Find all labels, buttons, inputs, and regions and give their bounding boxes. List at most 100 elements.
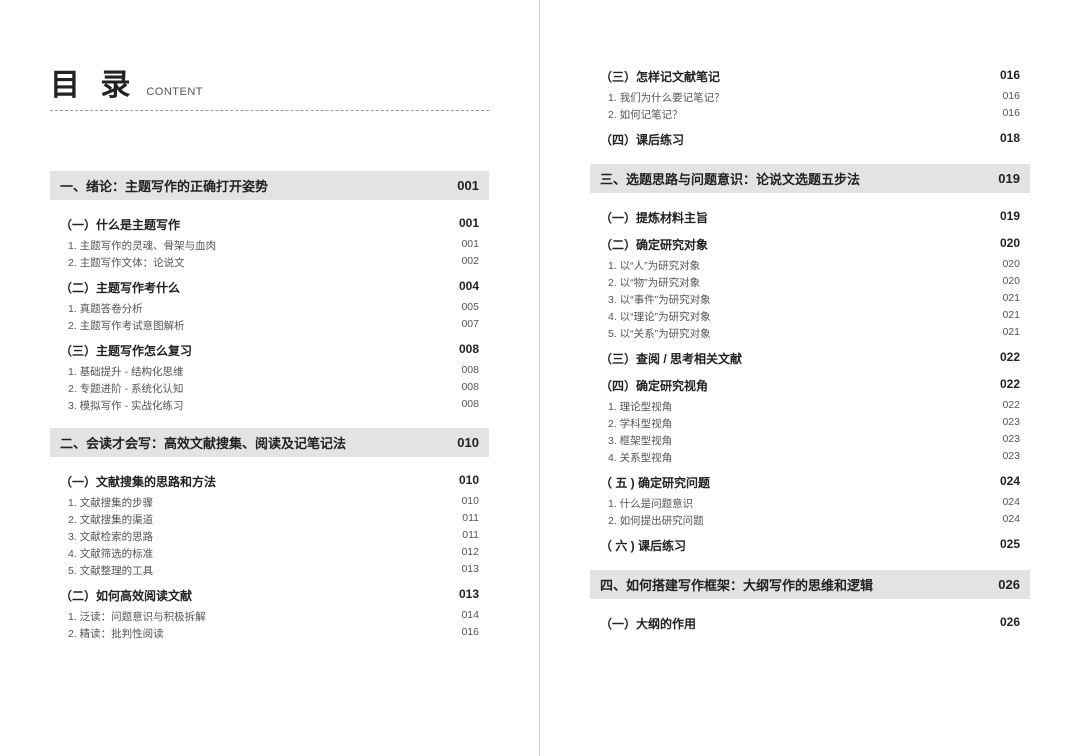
toc-chapter-title: 四、如何搭建写作框架：大纲写作的思维和逻辑	[600, 575, 873, 594]
toc-item-title: 2. 精读：批判性阅读	[68, 626, 164, 641]
toc-item-page: 021	[1002, 309, 1020, 324]
toc-item: 3. 模拟写作 - 实战化练习008	[50, 397, 489, 414]
toc-item-title: 5. 以“关系”为研究对象	[608, 326, 711, 341]
toc-item: 4. 关系型视角 023	[590, 449, 1030, 466]
toc-left-page: 目 录 CONTENT 一、绪论：主题写作的正确打开姿势 001 （一）什么是主题写…	[0, 0, 540, 756]
toc-section-page: 008	[459, 342, 479, 359]
toc-item-title: 1. 我们为什么要记笔记？	[608, 90, 725, 105]
toc-item: 2. 专题进阶 - 系统化认知 008	[50, 380, 489, 397]
toc-right-list: （三）怎样记文献笔记0161. 我们为什么要记笔记？0162. 如何记笔记？01…	[590, 66, 1030, 634]
toc-item-page: 007	[461, 318, 479, 333]
toc-item: 1. 文献搜集的步骤 010	[50, 494, 489, 511]
toc-section: （四）课后练习018	[590, 129, 1030, 150]
toc-chapter-page: 026	[998, 577, 1020, 592]
toc-item: 1. 我们为什么要记笔记？016	[590, 89, 1030, 106]
toc-header: 目 录 CONTENT	[50, 60, 489, 111]
toc-section: （一）大纲的作用026	[590, 613, 1030, 634]
toc-item-page: 021	[1002, 292, 1020, 307]
toc-section: （ 五 ) 确定研究问题024	[590, 472, 1030, 493]
toc-chapter-page: 001	[457, 178, 479, 193]
toc-item-title: 4. 以“理论”为研究对象	[608, 309, 711, 324]
toc-item-title: 2. 以“物”为研究对象	[608, 275, 700, 290]
toc-section-title: （二）如何高效阅读文献	[60, 587, 192, 604]
toc-item-page: 021	[1002, 326, 1020, 341]
toc-chapter: 二、会读才会写：高效文献搜集、阅读及记笔记法010	[50, 428, 489, 457]
toc-item-page: 020	[1002, 275, 1020, 290]
toc-item: 1. 理论型视角022	[590, 398, 1030, 415]
toc-item-page: 023	[1002, 416, 1020, 431]
toc-section: （三）怎样记文献笔记016	[590, 66, 1030, 87]
toc-item-title: 2. 如何记笔记？	[608, 107, 683, 122]
toc-item-title: 2. 如何提出研究问题	[608, 513, 704, 528]
toc-item: 4. 以“理论”为研究对象 021	[590, 308, 1030, 325]
toc-chapter-title: 二、会读才会写：高效文献搜集、阅读及记笔记法	[60, 433, 346, 452]
toc-item-page: 011	[462, 512, 479, 527]
toc-item-page: 024	[1002, 496, 1020, 511]
toc-section-page: 020	[1000, 236, 1020, 253]
toc-section-title: （三）主题写作怎么复习	[60, 342, 192, 359]
toc-section-title: （二）确定研究对象	[600, 236, 708, 253]
toc-item-page: 010	[461, 495, 479, 510]
toc-section-title: （四）课后练习	[600, 131, 684, 148]
toc-item-title: 2. 学科型视角	[608, 416, 672, 431]
toc-title-cn: 目 录	[50, 60, 136, 104]
toc-section-title: （四）确定研究视角	[600, 377, 708, 394]
toc-item: 1. 泛读：问题意识与积极拆解 014	[50, 608, 489, 625]
toc-item-page: 011	[462, 529, 479, 544]
toc-section-title: （一）提炼材料主旨	[600, 209, 708, 226]
toc-section-title: （一）大纲的作用	[600, 615, 696, 632]
toc-item-page: 023	[1002, 450, 1020, 465]
toc-item: 3. 框架型视角023	[590, 432, 1030, 449]
toc-item-title: 1. 什么是问题意识	[608, 496, 693, 511]
toc-section-page: 025	[1000, 537, 1020, 554]
toc-item: 5. 文献整理的工具013	[50, 562, 489, 579]
toc-item-title: 1. 真题答卷分析	[68, 301, 143, 316]
toc-section-page: 022	[1000, 350, 1020, 367]
toc-item-title: 3. 框架型视角	[608, 433, 672, 448]
toc-item: 1. 真题答卷分析005	[50, 300, 489, 317]
toc-section-page: 024	[1000, 474, 1020, 491]
toc-section-title: （ 六 ) 课后练习	[600, 537, 686, 554]
toc-section-title: （一）什么是主题写作	[60, 216, 180, 233]
toc-section-page: 013	[459, 587, 479, 604]
toc-chapter: 三、选题思路与问题意识：论说文选题五步法019	[590, 164, 1030, 193]
toc-item: 5. 以“关系”为研究对象 021	[590, 325, 1030, 342]
toc-section-page: 022	[1000, 377, 1020, 394]
toc-item-title: 4. 文献筛选的标准	[68, 546, 153, 561]
toc-section-title: （三）查阅 / 思考相关文献	[600, 350, 742, 367]
toc-item-page: 024	[1002, 513, 1020, 528]
toc-chapter-title: 三、选题思路与问题意识：论说文选题五步法	[600, 169, 860, 188]
toc-item-page: 008	[461, 398, 479, 413]
toc-item: 1. 主题写作的灵魂、骨架与血肉001	[50, 237, 489, 254]
toc-item-title: 2. 文献搜集的渠道	[68, 512, 153, 527]
toc-item: 3. 文献检索的思路011	[50, 528, 489, 545]
toc-title-en: CONTENT	[146, 86, 203, 98]
toc-item: 2. 如何提出研究问题 024	[590, 512, 1030, 529]
toc-section: （一）提炼材料主旨 019	[590, 207, 1030, 228]
toc-section: （一）文献搜集的思路和方法010	[50, 471, 489, 492]
toc-item: 2. 主题写作考试意图解析007	[50, 317, 489, 334]
toc-item-title: 1. 文献搜集的步骤	[68, 495, 153, 510]
toc-item-page: 020	[1002, 258, 1020, 273]
toc-item-title: 3. 以“事件”为研究对象	[608, 292, 711, 307]
toc-item-title: 1. 泛读：问题意识与积极拆解	[68, 609, 206, 624]
toc-item-page: 022	[1002, 399, 1020, 414]
toc-item: 1. 什么是问题意识 024	[590, 495, 1030, 512]
toc-section-page: 001	[459, 216, 479, 233]
toc-section: （二）如何高效阅读文献 013	[50, 585, 489, 606]
toc-item: 2. 主题写作文体：论说文 002	[50, 254, 489, 271]
toc-section: （ 六 ) 课后练习 025	[590, 535, 1030, 556]
toc-item-title: 2. 主题写作文体：论说文	[68, 255, 185, 270]
toc-chapter-title: 一、绪论：主题写作的正确打开姿势	[60, 176, 268, 195]
toc-item-page: 001	[461, 238, 479, 253]
toc-item-title: 4. 关系型视角	[608, 450, 672, 465]
toc-section-page: 019	[1000, 209, 1020, 226]
toc-item-title: 2. 专题进阶 - 系统化认知	[68, 381, 184, 396]
toc-item-page: 008	[461, 381, 479, 396]
toc-item: 2. 如何记笔记？016	[590, 106, 1030, 123]
toc-item-page: 013	[461, 563, 479, 578]
toc-item-page: 002	[461, 255, 479, 270]
toc-item-page: 016	[461, 626, 479, 641]
toc-section-title: （二）主题写作考什么	[60, 279, 180, 296]
toc-item-page: 014	[461, 609, 479, 624]
